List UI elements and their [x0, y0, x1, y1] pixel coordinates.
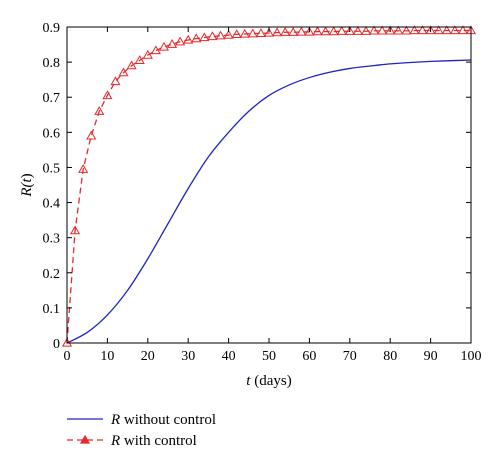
x-tick-label-10: 10	[100, 349, 114, 364]
y-tick-label-4: 0.4	[43, 197, 61, 212]
x-tick-label-20: 20	[141, 349, 155, 364]
series-1-point-10	[142, 49, 153, 59]
series-1-point-22	[239, 28, 250, 38]
series-1-point-17	[199, 32, 210, 42]
series-1-point-46	[433, 25, 444, 35]
legend: R without control R with control	[67, 412, 216, 449]
y-tick-label-2: 0.2	[43, 267, 61, 282]
x-axis-label-unit: (days)	[250, 373, 291, 389]
x-tick-label-0: 0	[64, 349, 71, 364]
x-tick-label-50: 50	[262, 349, 276, 364]
y-tick-label-8: 0.8	[43, 56, 61, 71]
series-1-point-2	[78, 163, 89, 173]
legend-label-r-with-control: R with control	[110, 433, 197, 449]
y-tick-label-3: 0.3	[43, 232, 61, 247]
series-1-point-27	[280, 27, 291, 36]
x-tick-label-100: 100	[461, 349, 482, 364]
series-layer	[61, 25, 477, 347]
x-tick-label-60: 60	[302, 349, 316, 364]
series-1-point-36	[352, 26, 363, 35]
y-axis-label-suffix: )	[19, 173, 35, 178]
x-tick-label-30: 30	[181, 349, 195, 364]
series-line-1	[66, 29, 471, 344]
series-1-point-33	[328, 26, 339, 36]
series-1-point-35	[344, 26, 355, 35]
legend-label-0-variable: R	[110, 412, 120, 428]
series-1-point-4	[94, 106, 105, 115]
y-tick-label-1: 0.1	[43, 302, 61, 317]
series-1-point-26	[272, 27, 283, 37]
series-1-point-48	[449, 25, 460, 35]
y-tick-label-7: 0.7	[43, 91, 61, 106]
x-tick-label-40: 40	[222, 349, 236, 364]
series-1-point-6	[110, 76, 121, 86]
x-tick-label-70: 70	[343, 349, 357, 364]
series-1-point-37	[360, 26, 372, 35]
series-1-point-41	[393, 25, 404, 35]
x-axis-label-variable: t	[246, 373, 251, 389]
series-1-point-1	[70, 225, 81, 235]
legend-label-1-rest: with control	[120, 433, 197, 449]
series-1-point-23	[247, 28, 258, 38]
series-1-point-32	[320, 26, 331, 36]
legend-label-0-rest: without control	[120, 412, 216, 428]
legend-label-r-without-control: R without control	[110, 412, 216, 428]
y-tick-label-6: 0.6	[43, 126, 61, 141]
y-axis-label-variable: t	[19, 178, 35, 183]
series-1-point-14	[175, 36, 186, 46]
series-1-point-7	[118, 67, 129, 77]
series-1-point-24	[255, 28, 266, 37]
series-1-point-42	[401, 25, 412, 35]
series-1-point-30	[304, 26, 315, 36]
x-tick-label-90: 90	[424, 349, 438, 364]
series-1-point-0	[61, 337, 73, 347]
series-1-point-5	[102, 90, 113, 100]
series-1-point-16	[191, 33, 202, 43]
series-1-point-38	[368, 25, 380, 35]
series-1-point-39	[377, 25, 388, 35]
series-1-point-44	[417, 25, 428, 35]
series-1-point-12	[158, 41, 170, 51]
series-1-point-21	[231, 29, 242, 39]
series-line-0	[66, 59, 472, 344]
series-1-point-34	[336, 26, 347, 35]
series-1-point-43	[409, 25, 420, 35]
y-axis-label: R(t)	[19, 173, 35, 197]
series-1-point-45	[425, 25, 436, 35]
legend-label-1-variable: R	[110, 433, 120, 449]
series-1-point-25	[263, 27, 275, 37]
series-1-point-20	[223, 29, 234, 39]
series-1-point-19	[215, 30, 226, 40]
x-axis-label: t (days)	[246, 373, 291, 389]
series-1-point-47	[441, 25, 452, 35]
series-1-point-15	[183, 34, 194, 44]
series-1-point-11	[150, 45, 161, 55]
series-1-point-29	[296, 26, 307, 36]
x-tick-label-80: 80	[383, 349, 397, 364]
series-1-point-40	[385, 25, 396, 35]
series-1-point-3	[86, 130, 97, 140]
series-1-point-13	[166, 38, 178, 48]
y-axis-label-prefix: R(	[19, 182, 35, 198]
legend-marker-triangle	[79, 434, 91, 444]
series-1-point-18	[207, 31, 218, 41]
y-tick-label-9: 0.9	[43, 21, 61, 36]
series-1-point-31	[312, 26, 323, 36]
series-1-point-49	[457, 25, 468, 35]
series-1-point-8	[126, 60, 137, 70]
ticks-layer: 0 10 20 30 40 50 60 70 80 90 100 0 0.1 0.2 0.3 0.4 0.5 0.…	[43, 21, 482, 364]
y-tick-label-5: 0.5	[43, 161, 61, 176]
y-tick-label-0: 0	[53, 337, 60, 352]
series-1-point-28	[288, 27, 299, 36]
series-1-point-9	[134, 55, 145, 65]
